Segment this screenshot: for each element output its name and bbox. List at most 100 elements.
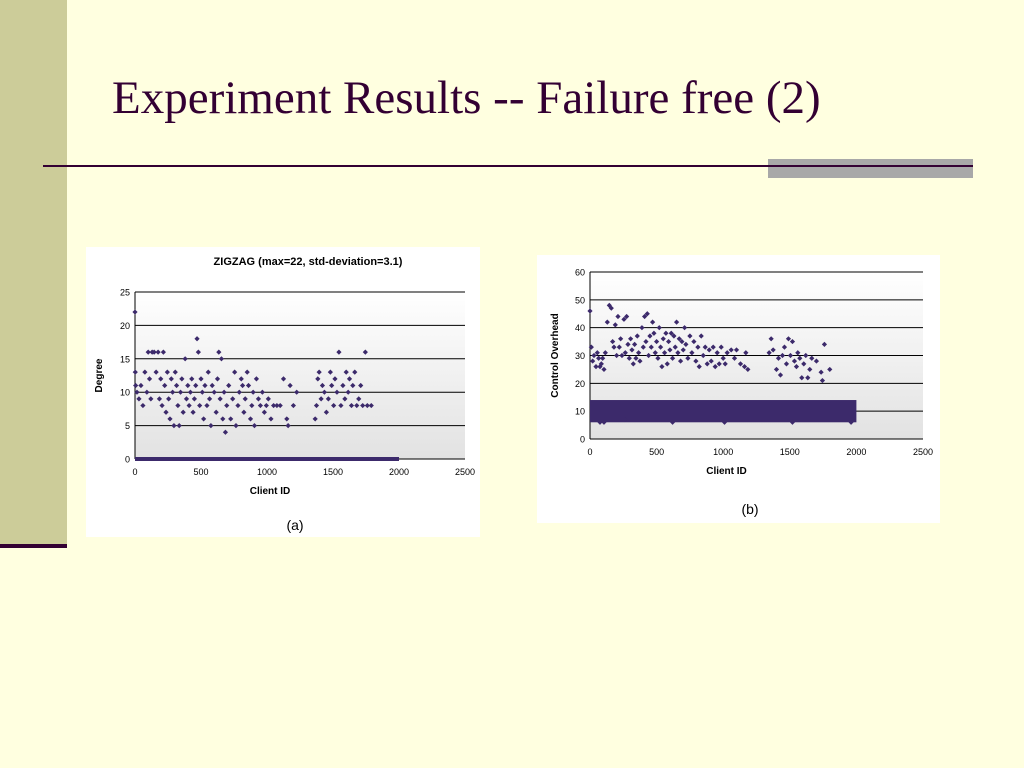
chart-b-y-tick-label: 10 bbox=[575, 407, 585, 417]
chart-b-data-point bbox=[644, 311, 650, 317]
chart-b-data-point bbox=[793, 364, 800, 370]
chart-a-data-point bbox=[221, 389, 227, 395]
chart-a-data-point bbox=[325, 396, 331, 402]
chart-a-data-point bbox=[170, 389, 176, 395]
chart-a-data-point bbox=[318, 396, 324, 402]
chart-a-caption: (a) bbox=[286, 517, 303, 533]
scatter-chart-a: 0 5 10 15 20 25 0 500 1000 1500 2000 2500 ZIGZAG (ma… bbox=[94, 256, 475, 533]
chart-b-data-point bbox=[795, 350, 801, 356]
chart-a-data-point bbox=[186, 402, 192, 409]
chart-b-data-point bbox=[789, 419, 796, 425]
chart-a-data-point bbox=[187, 389, 194, 395]
chart-a-data-point bbox=[336, 349, 342, 355]
chart-a-data-point bbox=[352, 369, 358, 375]
left-sidebar-band bbox=[0, 0, 67, 546]
chart-a-data-point bbox=[198, 376, 204, 382]
chart-a-y-tick-label: 15 bbox=[120, 354, 130, 364]
chart-b-dense-point-band bbox=[590, 400, 857, 423]
chart-b-data-point bbox=[848, 419, 854, 425]
chart-a-data-point bbox=[159, 402, 165, 409]
chart-a-data-point bbox=[313, 402, 320, 409]
chart-b-data-point bbox=[819, 377, 826, 384]
chart-b-data-point bbox=[647, 333, 653, 339]
chart-a-data-point bbox=[217, 396, 223, 402]
chart-b-data-point bbox=[712, 364, 718, 370]
chart-b-data-point bbox=[687, 333, 693, 339]
chart-a-data-point bbox=[176, 423, 182, 429]
chart-b-x-tick-label: 2000 bbox=[846, 447, 866, 457]
chart-a-data-point bbox=[204, 402, 210, 409]
chart-b-data-point bbox=[597, 419, 603, 425]
chart-b-y-tick-label: 60 bbox=[575, 268, 585, 278]
chart-a-data-point bbox=[163, 409, 169, 415]
chart-a-data-point bbox=[342, 396, 348, 402]
chart-b-data-point bbox=[799, 375, 805, 381]
chart-a-plot-area bbox=[135, 292, 465, 459]
sidebar-accent-line bbox=[0, 544, 67, 548]
chart-b-data-point bbox=[791, 358, 798, 364]
chart-b-data-point bbox=[797, 355, 803, 361]
chart-a-data-point bbox=[354, 402, 360, 409]
chart-b-data-point bbox=[807, 366, 813, 373]
chart-a-data-point bbox=[259, 389, 265, 395]
chart-a-data-point bbox=[329, 382, 335, 389]
chart-a-data-point bbox=[175, 402, 181, 409]
chart-a-data-point bbox=[241, 409, 247, 415]
chart-panel-b: 0 10 20 30 40 50 60 0 500 1000 1500 2000 2500 Client … bbox=[537, 255, 940, 523]
chart-a-data-point bbox=[140, 402, 146, 409]
chart-a-data-point bbox=[280, 376, 287, 382]
chart-a-data-point bbox=[136, 396, 142, 402]
chart-a-data-point bbox=[156, 396, 163, 402]
chart-b-x-tick-label: 0 bbox=[587, 447, 592, 457]
chart-a-data-point bbox=[360, 402, 366, 409]
chart-b-y-tick-label: 20 bbox=[575, 379, 585, 389]
chart-a-data-point bbox=[319, 382, 326, 389]
chart-b-data-point bbox=[663, 330, 669, 336]
chart-a-x-tick-label: 1500 bbox=[323, 467, 343, 477]
chart-a-data-point bbox=[197, 402, 203, 409]
chart-a-data-point bbox=[191, 396, 197, 402]
chart-b-x-tick-label: 1500 bbox=[780, 447, 800, 457]
chart-b-data-point bbox=[619, 352, 625, 359]
chart-b-y-tick-label: 0 bbox=[580, 435, 585, 445]
chart-b-y-tick-label: 50 bbox=[575, 295, 585, 305]
chart-a-y-tick-label: 10 bbox=[120, 388, 130, 398]
chart-a-data-point bbox=[348, 402, 355, 409]
chart-a-baseline-point-band bbox=[135, 457, 399, 461]
chart-b-x-tick-label: 2500 bbox=[913, 447, 933, 457]
chart-b-y-axis-label: Control Overhead bbox=[550, 313, 561, 397]
chart-a-data-point bbox=[151, 349, 157, 355]
chart-b-x-axis-label: Client ID bbox=[706, 466, 747, 477]
chart-b-data-point bbox=[668, 330, 674, 336]
chart-a-data-point bbox=[206, 396, 213, 402]
chart-a-data-point bbox=[235, 402, 241, 409]
chart-a-data-point bbox=[145, 349, 151, 355]
chart-b-data-point bbox=[614, 352, 620, 359]
chart-b-data-point bbox=[700, 352, 706, 359]
chart-b-data-point bbox=[813, 358, 820, 364]
chart-a-data-point bbox=[155, 349, 161, 355]
chart-b-data-point bbox=[651, 330, 657, 336]
chart-a-y-tick-label: 5 bbox=[125, 421, 130, 431]
chart-a-data-point bbox=[358, 382, 364, 389]
chart-a-data-point bbox=[368, 402, 374, 409]
chart-b-data-point bbox=[590, 358, 596, 364]
chart-b-data-point bbox=[779, 352, 786, 359]
chart-a-data-point bbox=[265, 396, 271, 402]
chart-a-data-point bbox=[211, 389, 217, 395]
chart-b-data-point bbox=[622, 416, 628, 423]
chart-b-data-point bbox=[660, 336, 666, 342]
chart-a-y-tick-label: 25 bbox=[120, 288, 130, 298]
chart-a-data-point bbox=[345, 389, 351, 395]
chart-a-x-tick-label: 0 bbox=[132, 467, 137, 477]
chart-a-x-tick-label: 2000 bbox=[389, 467, 409, 477]
chart-b-x-tick-label: 500 bbox=[649, 447, 664, 457]
chart-a-data-point bbox=[364, 402, 370, 409]
title-accent-bar bbox=[768, 159, 973, 178]
scatter-chart-b: 0 10 20 30 40 50 60 0 500 1000 1500 2000 2500 Client … bbox=[550, 268, 933, 518]
chart-a-data-point bbox=[160, 349, 166, 355]
chart-b-x-tick-label: 1000 bbox=[713, 447, 733, 457]
chart-b-data-point bbox=[587, 308, 593, 314]
chart-a-data-point bbox=[213, 409, 219, 415]
chart-a-data-point bbox=[195, 349, 201, 355]
